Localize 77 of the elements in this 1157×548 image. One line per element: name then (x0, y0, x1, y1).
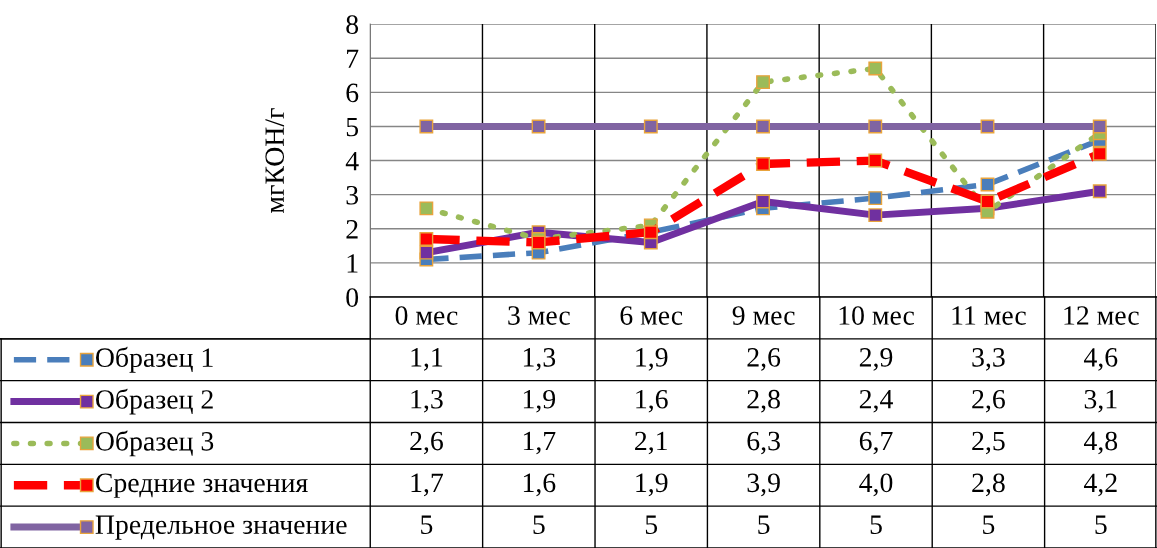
data-label: 1,6 (636, 389, 668, 413)
point (1092, 119, 1107, 134)
y-tick-label: 1 (347, 254, 358, 273)
data-label: 1,7 (523, 431, 556, 455)
data-label: 4,2 (1083, 473, 1117, 497)
data-label: 6,7 (859, 431, 893, 455)
data-label: 2,8 (747, 389, 780, 413)
data-label: 2,4 (859, 389, 893, 413)
data-label: 2,5 (972, 431, 1005, 455)
legend-label: Образец 2 (96, 388, 213, 415)
data-label: 1,9 (636, 348, 668, 371)
data-label: 3,9 (747, 473, 780, 497)
legend-label: Средние значения (96, 473, 308, 498)
data-label: 2,6 (747, 348, 781, 371)
x-tick-label: 0 мес (395, 306, 458, 325)
data-label: 1,9 (523, 389, 556, 413)
data-label: 2,6 (972, 389, 1005, 413)
y-axis-title: мгКОН/г (265, 108, 285, 213)
data-label: 1,7 (411, 473, 443, 497)
data-label: 5 (645, 515, 658, 535)
point (419, 201, 434, 216)
legend-label: Образец 1 (96, 346, 213, 373)
data-label: 5 (983, 515, 995, 535)
y-tick-label: 3 (346, 185, 359, 205)
y-tick-label: 0 (346, 288, 359, 307)
point (756, 157, 770, 171)
point (419, 245, 434, 260)
y-tick-label: 5 (346, 117, 359, 137)
data-label: 5 (533, 515, 545, 535)
point (1092, 146, 1107, 161)
point (1092, 184, 1107, 199)
data-label: 1,9 (636, 473, 668, 497)
data-label: 2,9 (859, 348, 893, 371)
point (868, 153, 883, 168)
legend-label: Предельное значение (95, 515, 347, 540)
data-label: 5 (870, 515, 882, 535)
point (868, 119, 883, 134)
data-label: 1,6 (523, 473, 556, 497)
data-label: 1,3 (523, 348, 556, 371)
point (419, 232, 434, 246)
data-label: 4,0 (859, 473, 893, 497)
point (868, 191, 883, 206)
data-label: 6,3 (747, 431, 780, 455)
x-tick-label: 6 мес (620, 306, 683, 325)
point (419, 119, 434, 134)
x-tick-label: 12 мес (1064, 306, 1139, 325)
point (531, 119, 546, 134)
point (643, 119, 658, 134)
x-tick-label: 11 мес (952, 306, 1026, 325)
x-tick-label: 9 мес (732, 306, 795, 325)
data-label: 1,3 (411, 389, 443, 413)
y-tick-label: 6 (346, 83, 359, 103)
point (868, 61, 883, 76)
x-tick-label: 3 мес (508, 306, 570, 325)
data-label: 5 (758, 515, 770, 535)
point (756, 194, 770, 209)
point (756, 75, 770, 90)
data-label: 3,3 (972, 348, 1005, 371)
point (980, 177, 995, 192)
data-label: 3,1 (1084, 389, 1117, 413)
data-label: 2,8 (972, 473, 1005, 497)
data-label: 2,6 (410, 431, 443, 455)
y-tick-label: 7 (347, 49, 359, 68)
data-label: 1,1 (411, 348, 443, 371)
data-label: 5 (1095, 515, 1107, 535)
x-tick-label: 10 мес (839, 306, 914, 325)
point (868, 208, 883, 223)
data-label: 4,6 (1083, 348, 1118, 371)
y-tick-label: 4 (345, 151, 359, 171)
data-label: 5 (421, 515, 433, 535)
data-label: 4,8 (1083, 431, 1118, 455)
point (531, 235, 546, 250)
y-tick-label: 8 (346, 15, 359, 35)
legend-label: Образец 3 (96, 430, 214, 457)
point (756, 119, 770, 134)
y-tick-label: 2 (346, 220, 358, 239)
data-label: 2,1 (635, 431, 667, 455)
